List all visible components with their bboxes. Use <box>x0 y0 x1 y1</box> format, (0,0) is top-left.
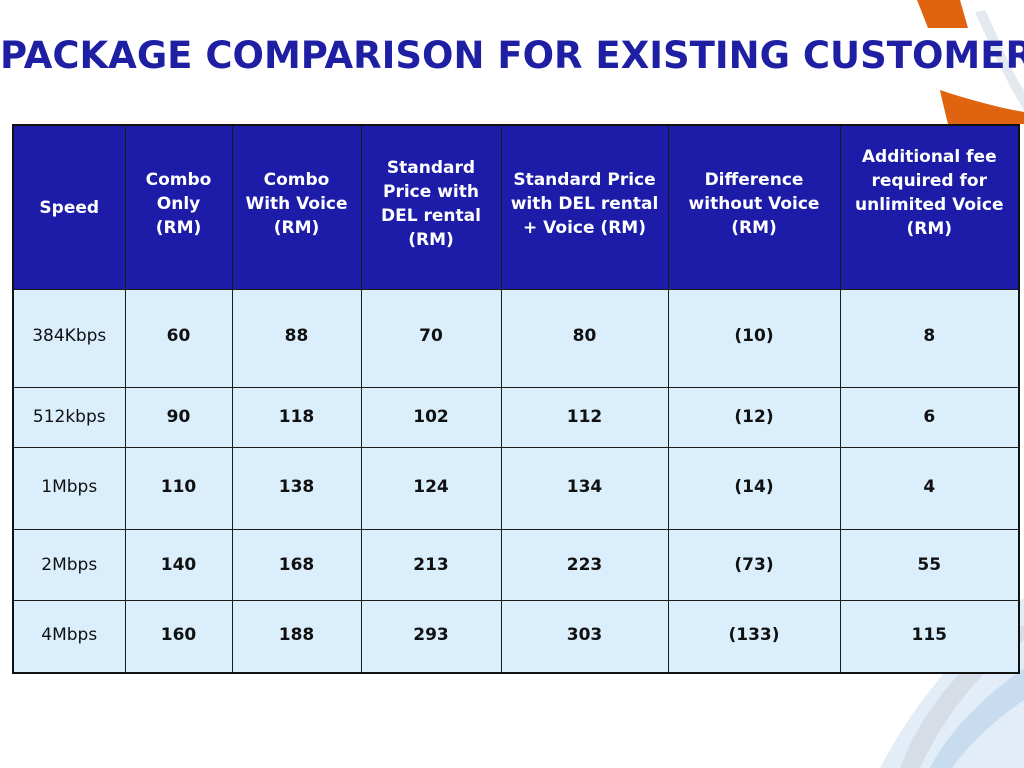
table-row: 2Mbps 140 168 213 223 (73) 55 <box>12 529 1020 601</box>
cell-combo-only: 110 <box>124 447 233 530</box>
cell-speed: 512kbps <box>12 387 126 448</box>
cell-standard-del-voice: 112 <box>500 387 669 448</box>
cell-standard-del: 102 <box>360 387 502 448</box>
header-row: Speed Combo Only (RM) Combo With Voice (… <box>12 124 1020 290</box>
cell-combo-only: 90 <box>124 387 233 448</box>
cell-combo-voice: 138 <box>231 447 362 530</box>
header-standard-del: Standard Price with DEL rental (RM) <box>360 124 502 290</box>
cell-difference: (73) <box>667 529 841 601</box>
cell-standard-del: 70 <box>360 289 502 388</box>
cell-difference: (133) <box>667 600 841 674</box>
table-header: Speed Combo Only (RM) Combo With Voice (… <box>12 124 1020 290</box>
header-difference: Difference without Voice (RM) <box>667 124 841 290</box>
header-line: (RM) <box>155 217 202 238</box>
header-line: Only <box>156 193 201 214</box>
cell-combo-only: 60 <box>124 289 233 388</box>
cell-additional-fee: 6 <box>839 387 1020 448</box>
cell-combo-voice: 118 <box>231 387 362 448</box>
header-line: DEL rental <box>381 205 481 226</box>
header-line: (RM) <box>408 229 454 250</box>
cell-standard-del-voice: 223 <box>500 529 669 601</box>
cell-difference: (12) <box>667 387 841 448</box>
cell-speed: 2Mbps <box>12 529 126 601</box>
cell-standard-del: 293 <box>360 600 502 674</box>
cell-standard-del-voice: 134 <box>500 447 669 530</box>
cell-speed: 1Mbps <box>12 447 126 530</box>
cell-standard-del: 124 <box>360 447 502 530</box>
header-line: With Voice <box>245 193 348 214</box>
header-line: Combo <box>263 169 330 190</box>
header-combo-voice: Combo With Voice (RM) <box>231 124 362 290</box>
table-body: 384Kbps 60 88 70 80 (10) 8 512kbps 90 11… <box>12 289 1020 674</box>
package-comparison-table: Speed Combo Only (RM) Combo With Voice (… <box>12 124 1020 674</box>
orange-swoosh-top <box>917 0 968 28</box>
cell-additional-fee: 4 <box>839 447 1020 530</box>
header-line: (RM) <box>906 218 953 239</box>
header-line: Difference <box>704 169 804 190</box>
header-combo-only: Combo Only (RM) <box>124 124 233 290</box>
cell-additional-fee: 115 <box>839 600 1020 674</box>
header-line: Standard Price <box>513 169 656 190</box>
header-line: with DEL rental <box>510 193 659 214</box>
table-row: 1Mbps 110 138 124 134 (14) 4 <box>12 447 1020 530</box>
header-line: Standard <box>386 157 476 178</box>
header-line: unlimited Voice <box>855 194 1004 215</box>
header-speed: Speed <box>12 124 126 290</box>
orange-swoosh-right <box>940 90 1024 124</box>
header-line: Price with <box>383 181 479 202</box>
cell-combo-only: 160 <box>124 600 233 674</box>
header-additional-fee: Additional fee required for unlimited Vo… <box>839 124 1020 290</box>
cell-combo-voice: 188 <box>231 600 362 674</box>
header-standard-del-voice: Standard Price with DEL rental + Voice (… <box>500 124 669 290</box>
header-line: (RM) <box>273 217 320 238</box>
table-row: 384Kbps 60 88 70 80 (10) 8 <box>12 289 1020 388</box>
table-row: 512kbps 90 118 102 112 (12) 6 <box>12 387 1020 448</box>
cell-additional-fee: 8 <box>839 289 1020 388</box>
header-speed-label: Speed <box>39 197 100 218</box>
cell-combo-only: 140 <box>124 529 233 601</box>
cell-standard-del-voice: 80 <box>500 289 669 388</box>
header-line: required for <box>871 170 987 191</box>
cell-standard-del-voice: 303 <box>500 600 669 674</box>
cell-combo-voice: 88 <box>231 289 362 388</box>
cell-speed: 4Mbps <box>12 600 126 674</box>
cell-difference: (14) <box>667 447 841 530</box>
blue-swoosh-bottom <box>930 668 1024 768</box>
cell-combo-voice: 168 <box>231 529 362 601</box>
header-line: without Voice <box>688 193 820 214</box>
slide-title: PACKAGE COMPARISON FOR EXISTING CUSTOMER <box>0 34 1024 77</box>
cell-additional-fee: 55 <box>839 529 1020 601</box>
header-line: Additional fee <box>861 146 997 167</box>
header-line: (RM) <box>731 217 777 238</box>
cell-speed: 384Kbps <box>12 289 126 388</box>
table-row: 4Mbps 160 188 293 303 (133) 115 <box>12 600 1020 674</box>
cell-standard-del: 213 <box>360 529 502 601</box>
cell-difference: (10) <box>667 289 841 388</box>
header-line: Combo <box>145 169 212 190</box>
header-line: + Voice (RM) <box>523 217 646 238</box>
